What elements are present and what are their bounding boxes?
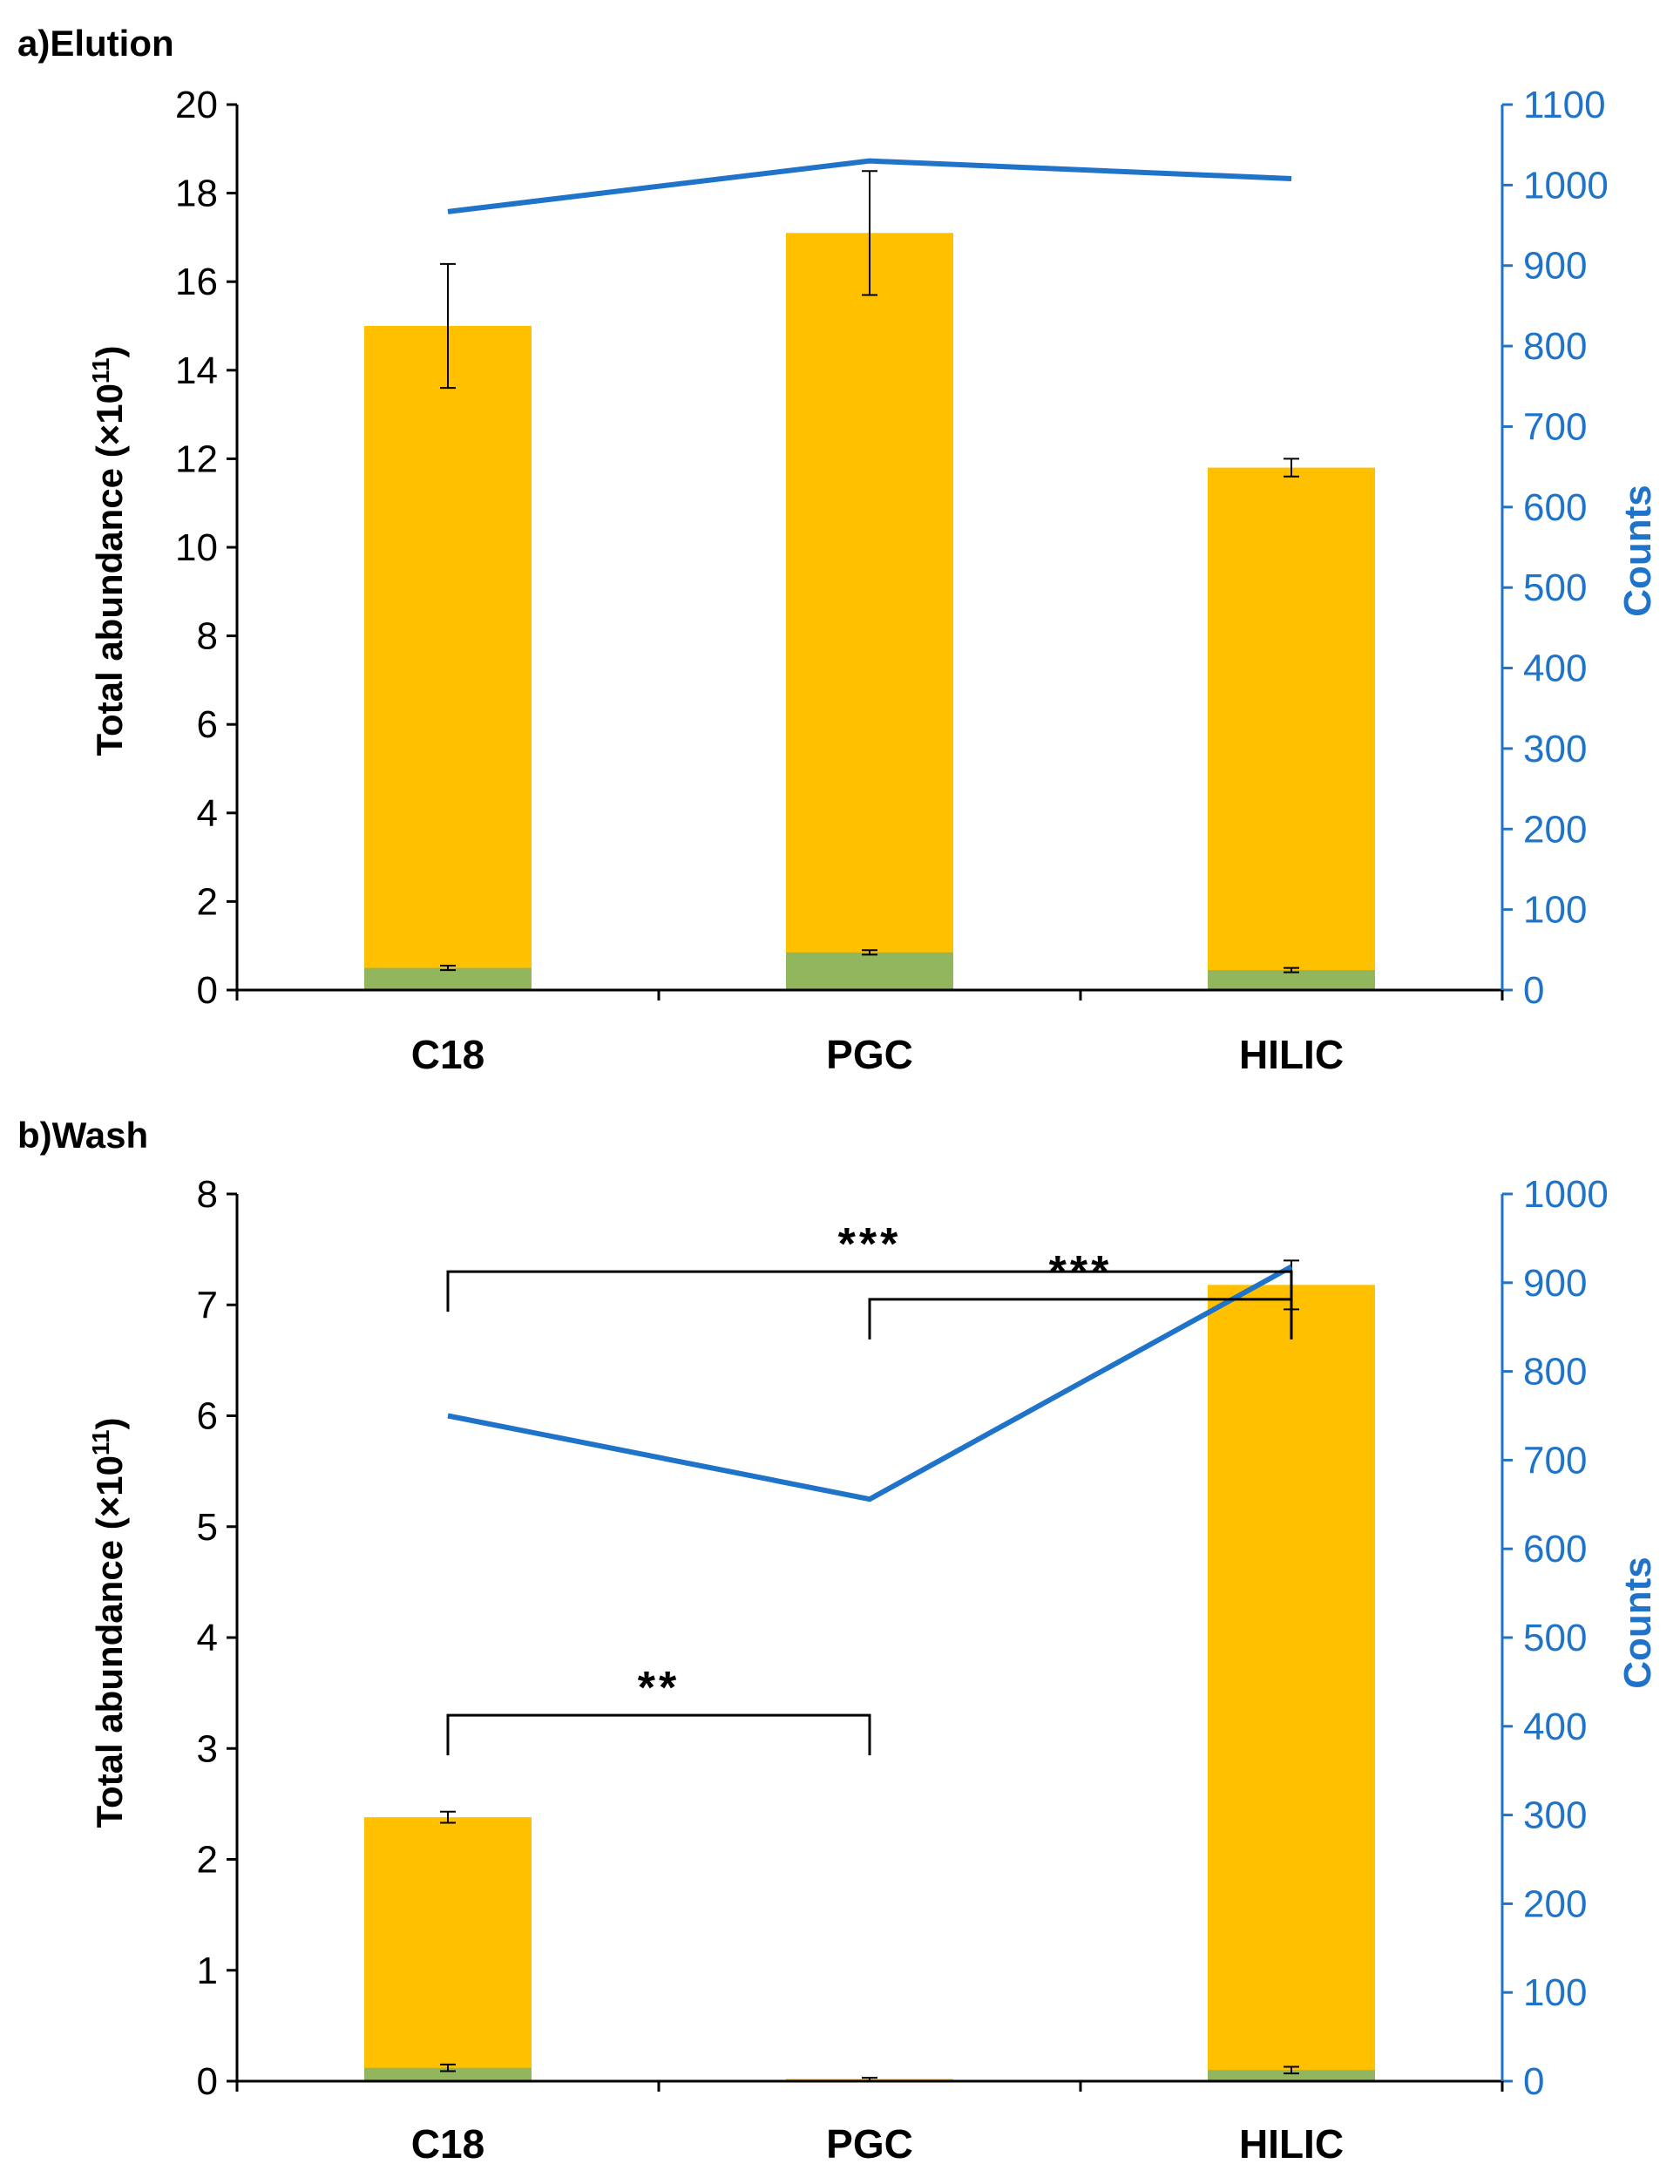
y-tick-label-right: 400 xyxy=(1523,648,1587,690)
y-tick-label-left: 3 xyxy=(197,1727,218,1770)
bar-hilic xyxy=(1208,1285,1375,2081)
y-tick-label-left: 2 xyxy=(197,880,218,923)
y-tick-label-left: 20 xyxy=(175,84,218,126)
y-tick-label-right: 300 xyxy=(1523,1794,1587,1837)
y-tick-label-right: 1100 xyxy=(1523,84,1606,126)
y-tick-label-right: 0 xyxy=(1523,969,1544,1012)
y-tick-label-right: 1000 xyxy=(1523,164,1609,207)
bar-hilic xyxy=(1208,467,1375,990)
x-tick-label-pgc: PGC xyxy=(826,1032,913,1077)
y-tick-label-right: 300 xyxy=(1523,728,1587,770)
y-tick-label-left: 6 xyxy=(197,1395,218,1438)
x-tick-label-c18: C18 xyxy=(411,2121,484,2167)
y-axis-label-close: ) xyxy=(89,1417,130,1429)
x-tick-label-hilic: HILIC xyxy=(1239,2121,1344,2167)
significance-label: *** xyxy=(838,1219,902,1270)
y-tick-label-right: 800 xyxy=(1523,1351,1587,1394)
y-axis-label-close: ) xyxy=(89,345,130,357)
x-tick-label-c18: C18 xyxy=(411,1032,484,1077)
y-tick-label-right: 700 xyxy=(1523,405,1587,448)
y-tick-label-right: 700 xyxy=(1523,1439,1587,1482)
panel-title-wash: b)Wash xyxy=(17,1115,148,1156)
panel-elution: a)Elution Total abundance (×1011) Counts… xyxy=(17,23,1659,1077)
y-axis-label-text: Total abundance (×10 xyxy=(89,1455,130,1828)
significance-bracket xyxy=(868,1298,1293,1340)
y-tick-label-left: 2 xyxy=(197,1839,218,1882)
y-tick-label-left: 5 xyxy=(197,1506,218,1549)
bar-minor-pgc xyxy=(786,952,953,990)
y-axis-label-sup: 11 xyxy=(87,1429,114,1455)
y-axis-label-right-wash: Counts xyxy=(1616,1557,1659,1689)
counts-line xyxy=(447,158,1292,214)
y-axis-label-sup: 11 xyxy=(87,357,114,383)
significance-bracket xyxy=(446,1270,1293,1312)
y-tick-label-right: 600 xyxy=(1523,486,1587,529)
x-tick-label-pgc: PGC xyxy=(826,2121,913,2167)
y-tick-label-left: 6 xyxy=(197,703,218,746)
y-tick-label-left: 12 xyxy=(175,437,218,480)
x-tick-label-hilic: HILIC xyxy=(1239,1032,1344,1077)
y-tick-label-right: 900 xyxy=(1523,1262,1587,1305)
bar-minor-c18 xyxy=(364,2067,532,2081)
y-tick-label-right: 100 xyxy=(1523,889,1587,932)
y-tick-label-left: 8 xyxy=(197,615,218,658)
y-axis-label-right-elution: Counts xyxy=(1616,485,1659,617)
panel-title-elution: a)Elution xyxy=(17,23,174,64)
y-tick-label-right: 200 xyxy=(1523,1882,1587,1925)
bar-c18 xyxy=(364,1817,532,2081)
y-axis-label-text: Total abundance (×10 xyxy=(89,383,130,756)
significance-bracket xyxy=(446,1713,871,1756)
y-tick-label-right: 800 xyxy=(1523,325,1587,368)
y-tick-label-right: 500 xyxy=(1523,566,1587,609)
significance-label: *** xyxy=(1049,1247,1113,1298)
y-tick-label-right: 0 xyxy=(1523,2060,1544,2103)
y-tick-label-right: 600 xyxy=(1523,1528,1587,1570)
panel-wash: b)Wash Total abundance (×1011) Counts 0 1… xyxy=(17,1115,1659,2167)
y-tick-label-left: 0 xyxy=(197,969,218,1012)
significance-label: ** xyxy=(638,1663,680,1713)
y-tick-label-right: 200 xyxy=(1523,808,1587,851)
y-tick-label-left: 7 xyxy=(197,1284,218,1326)
y-tick-label-left: 16 xyxy=(175,261,218,303)
bar-minor-hilic xyxy=(1208,970,1375,990)
y-tick-label-left: 10 xyxy=(175,526,218,569)
y-tick-label-right: 900 xyxy=(1523,245,1587,288)
bar-c18 xyxy=(364,326,532,990)
y-tick-label-left: 8 xyxy=(197,1173,218,1216)
bar-pgc xyxy=(786,233,953,990)
y-tick-label-left: 1 xyxy=(197,1950,218,1992)
y-axis-label-left-elution: Total abundance (×1011) xyxy=(87,345,131,756)
bar-minor-c18 xyxy=(364,967,532,990)
y-tick-label-right: 1000 xyxy=(1523,1173,1609,1216)
y-tick-label-left: 4 xyxy=(197,792,218,835)
y-tick-label-right: 100 xyxy=(1523,1971,1587,2014)
bar-minor-hilic xyxy=(1208,2070,1375,2081)
y-tick-label-left: 4 xyxy=(197,1617,218,1659)
y-tick-label-right: 500 xyxy=(1523,1617,1587,1659)
y-tick-label-left: 0 xyxy=(197,2060,218,2103)
y-axis-label-left-wash: Total abundance (×1011) xyxy=(87,1417,131,1828)
counts-line xyxy=(447,1264,1293,1502)
y-tick-label-left: 14 xyxy=(175,349,218,392)
y-tick-label-right: 400 xyxy=(1523,1706,1587,1748)
y-tick-label-left: 18 xyxy=(175,173,218,215)
